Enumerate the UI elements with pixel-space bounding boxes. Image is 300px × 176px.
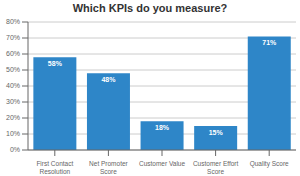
- svg-text:Customer Value: Customer Value: [139, 160, 186, 167]
- svg-text:20%: 20%: [8, 114, 20, 121]
- svg-text:Quality Score: Quality Score: [250, 160, 289, 168]
- svg-text:40%: 40%: [8, 82, 20, 89]
- svg-text:First ContactResolution: First ContactResolution: [36, 160, 73, 175]
- svg-text:80%: 80%: [8, 18, 20, 25]
- svg-text:70%: 70%: [8, 34, 20, 41]
- svg-text:50%: 50%: [8, 66, 20, 73]
- svg-text:58%: 58%: [48, 60, 63, 67]
- svg-text:71%: 71%: [262, 39, 277, 46]
- svg-text:Net PromoterScore: Net PromoterScore: [89, 160, 128, 175]
- svg-text:48%: 48%: [101, 76, 116, 83]
- html-text:Which KPIs do you measure?: Which KPIs do you measure?: [72, 2, 228, 14]
- svg-text:18%: 18%: [155, 124, 170, 131]
- svg-text:15%: 15%: [209, 129, 224, 136]
- svg-text:60%: 60%: [8, 50, 20, 57]
- svg-text:0%: 0%: [10, 146, 20, 153]
- svg-text:10%: 10%: [8, 130, 20, 137]
- svg-text:Customer EffortScore: Customer EffortScore: [193, 160, 239, 175]
- svg-text:30%: 30%: [8, 98, 20, 105]
